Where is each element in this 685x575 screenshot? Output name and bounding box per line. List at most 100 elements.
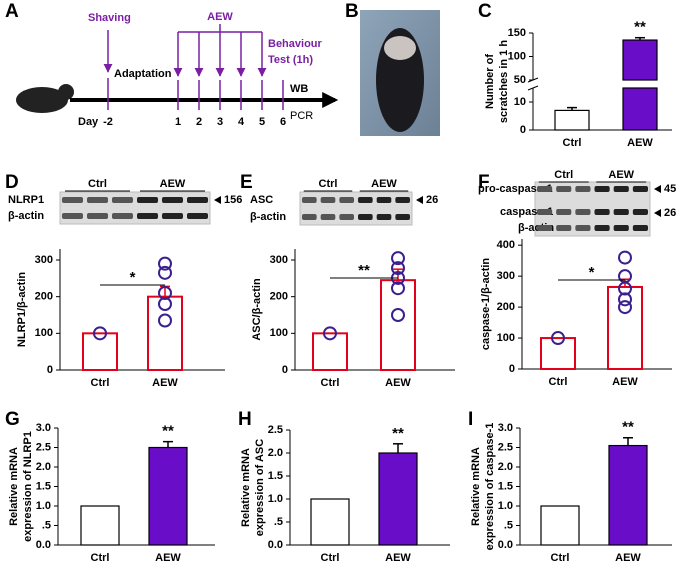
blot-band [62,197,83,203]
y-tick-label: 1.0 [498,500,513,512]
y-tick-label: 1.0 [36,500,51,512]
y-tick-label: 2.5 [268,424,283,436]
y-tick-label: 0 [47,364,53,376]
blot-band [594,186,610,192]
bar [378,452,418,546]
y-tick-label: 0 [520,124,526,136]
y-axis-label: expression of NLRP1 [22,431,34,542]
adaptation-label: Adaptation [114,68,172,80]
blot-band [556,209,572,215]
y-tick-label: 3.0 [36,422,51,434]
panel-label: H [238,409,252,430]
panel-label: C [478,1,492,22]
y-tick-label: 150 [508,27,526,39]
bar [622,39,658,81]
pcr-label: PCR [290,110,313,122]
y-axis-label: expression of caspase-1 [484,423,496,551]
x-tick-label: AEW [385,552,411,564]
blot-band [632,186,648,192]
bar [148,446,188,546]
x-tick-label: Ctrl [91,377,110,389]
y-tick-label: 0.0 [498,539,513,551]
significance-label: ** [358,262,370,279]
data-point [551,331,565,346]
y-tick-label: .5 [42,519,51,531]
blot-band [320,214,336,220]
blot-band [537,225,553,231]
x-tick-label: AEW [152,377,178,389]
mouse-icon [58,84,74,100]
blot-band [302,197,317,203]
bar [607,285,643,371]
y-tick-label: 100 [270,327,288,339]
marker-label: 156 [224,194,242,206]
bar [310,498,350,546]
blot-band [395,214,410,220]
blot-band [187,213,208,219]
bar [540,337,576,370]
day-tick-label: 6 [280,116,286,128]
blot-band [187,197,208,203]
significance-label: ** [162,423,174,440]
data-point [391,308,405,322]
data-point [391,251,405,266]
blot-row-label: NLRP1 [8,194,44,206]
y-tick-label: 0.0 [36,539,51,551]
significance-label: * [130,269,136,286]
data-point [618,281,632,296]
marker-arrow [416,196,423,204]
y-axis-label: ASC/β-actin [251,278,263,341]
y-axis-label: caspase-1/β-actin [480,258,492,351]
panel-label: E [240,172,253,193]
blot-band [162,213,183,219]
day-label: Day [78,116,99,128]
marker-label: 26 [426,194,438,206]
y-tick-label: 300 [35,254,53,266]
x-tick-label: Ctrl [91,552,110,564]
y-tick-label: 100 [508,50,526,62]
blot-band [62,213,83,219]
blot-column-label: AEW [371,178,397,190]
y-tick-label: 3.0 [498,422,513,434]
y-tick-label: 2.5 [498,441,513,453]
y-axis-label: NLRP1/β-actin [16,272,28,347]
bar [608,444,648,546]
x-tick-label: AEW [155,552,181,564]
y-tick-label: 300 [270,254,288,266]
y-axis-label: Relative mRNA [8,447,20,526]
y-tick-label: .5 [504,519,513,531]
aew-label: AEW [207,11,233,23]
blot-band [162,197,183,203]
data-point [323,326,337,341]
blot-band [594,225,610,231]
marker-label: 26 [664,207,676,219]
y-tick-label: 2.0 [268,447,283,459]
x-tick-label: Ctrl [321,377,340,389]
y-axis-label: expression of ASC [254,439,266,536]
data-point [618,292,632,307]
y-tick-label: 1.5 [268,470,283,482]
mouse-photo-shaved [384,36,416,60]
y-tick-label: 200 [497,301,515,313]
blot-band [137,213,158,219]
blot-band [556,186,572,192]
blot [59,191,211,225]
day-tick-label: 2 [196,116,202,128]
blot-band [137,197,158,203]
data-point [158,313,172,328]
y-tick-label: 400 [497,239,515,251]
blot-band [302,214,317,220]
bar [80,505,120,546]
y-tick-label: 1.5 [36,480,51,492]
blot-band [112,197,133,203]
blot-band [358,197,373,203]
x-tick-label: AEW [612,376,638,388]
bar [622,87,658,131]
panel-label: G [5,409,20,430]
panel-label: B [345,1,359,22]
blot-column-label: Ctrl [319,178,338,190]
data-point [618,250,632,265]
y-tick-label: .5 [274,516,283,528]
blot-band [613,209,629,215]
blot-band [339,214,354,220]
